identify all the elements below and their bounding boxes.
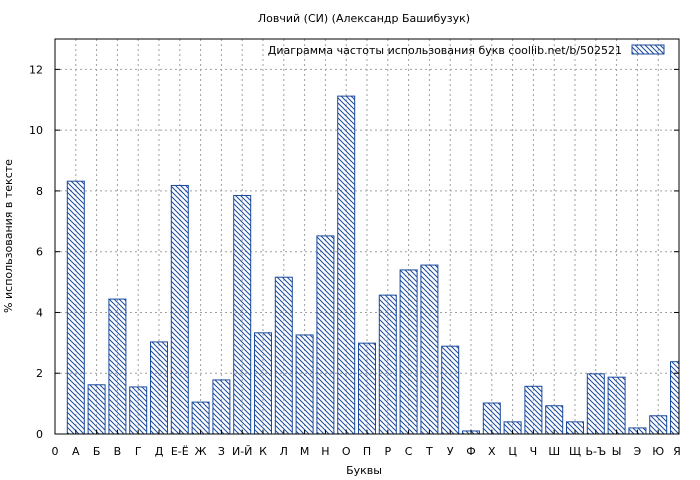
legend-swatch xyxy=(631,44,665,55)
bar-Г xyxy=(129,386,148,435)
x-tick-label: Я xyxy=(673,445,681,458)
bar-Е-Ё xyxy=(170,184,189,435)
x-axis-ticks: 0 А Б В Г Д Е-Ё Ж З И-Й К Л М Н О П Р С Т У Ф Х Ц Ч Ш Щ Ь-Ъ Ы Э Ю Я xyxy=(52,430,681,458)
x-tick-label: Б xyxy=(93,445,101,458)
x-tick-label: С xyxy=(405,445,413,458)
x-tick-label: Е-Ё xyxy=(171,445,189,458)
bar-О xyxy=(337,95,356,435)
bar-В xyxy=(108,298,127,435)
y-axis-label: % использования в тексте xyxy=(2,159,15,313)
bar-И-Й xyxy=(233,194,252,435)
bar-Ш xyxy=(545,405,564,435)
x-tick-label: Щ xyxy=(569,445,581,458)
bar-Б xyxy=(87,384,106,435)
x-tick-label: У xyxy=(447,445,454,458)
x-tick-label: В xyxy=(114,445,122,458)
x-tick-label: Ш xyxy=(548,445,560,458)
x-tick-label: Ж xyxy=(195,445,207,458)
y-tick-label: 2 xyxy=(36,367,43,380)
y-axis-ticks: 0 2 4 6 8 10 12 xyxy=(29,63,679,441)
x-tick-label: 0 xyxy=(52,445,59,458)
y-tick-label: 8 xyxy=(36,185,43,198)
y-tick-label: 12 xyxy=(29,63,43,76)
y-tick-label: 6 xyxy=(36,246,43,259)
x-tick-label: Л xyxy=(280,445,288,458)
bars xyxy=(66,95,680,435)
x-tick-label: Т xyxy=(425,445,433,458)
x-tick-label: Ч xyxy=(530,445,538,458)
x-tick-label: Ы xyxy=(612,445,622,458)
bar-Ь-Ъ xyxy=(586,373,605,435)
bar-М xyxy=(295,334,314,435)
x-tick-label: И-Й xyxy=(232,445,252,458)
x-tick-label: Д xyxy=(155,445,164,458)
bar-Ж xyxy=(191,401,210,435)
bar-П xyxy=(358,342,376,435)
bar-Д xyxy=(150,341,168,435)
legend-label: Диаграмма частоты использования букв coo… xyxy=(268,44,622,57)
bar-Х xyxy=(482,402,501,435)
y-tick-label: 10 xyxy=(29,124,43,137)
x-tick-label: Ф xyxy=(466,445,475,458)
x-axis-label: Буквы xyxy=(346,464,382,477)
bar-У xyxy=(441,345,460,435)
x-tick-label: Ь-Ъ xyxy=(585,445,606,458)
x-tick-label: Р xyxy=(384,445,391,458)
y-tick-label: 0 xyxy=(36,428,43,441)
x-tick-label: М xyxy=(300,445,310,458)
x-tick-label: А xyxy=(72,445,80,458)
x-tick-label: Г xyxy=(135,445,142,458)
x-tick-label: Ц xyxy=(508,445,517,458)
x-tick-label: Э xyxy=(634,445,642,458)
bar-Р xyxy=(378,294,397,435)
bar-С xyxy=(399,269,418,435)
bar-Ы xyxy=(607,376,626,435)
bar-К xyxy=(254,332,272,435)
x-tick-label: П xyxy=(363,445,371,458)
y-tick-label: 4 xyxy=(36,306,43,319)
bar-Н xyxy=(316,235,335,435)
legend: Диаграмма частоты использования букв coo… xyxy=(268,44,665,57)
bar-Л xyxy=(274,276,293,435)
x-tick-label: О xyxy=(342,445,351,458)
x-tick-label: Х xyxy=(488,445,496,458)
bar-Ч xyxy=(524,385,543,435)
bar-А xyxy=(66,180,85,435)
chart-title: Ловчий (СИ) (Александр Башибузук) xyxy=(258,12,470,25)
bar-Т xyxy=(420,264,439,435)
bar-Я xyxy=(670,361,680,435)
x-tick-label: Ю xyxy=(652,445,664,458)
bar-З xyxy=(212,379,231,435)
x-tick-label: З xyxy=(218,445,225,458)
x-tick-label: Н xyxy=(321,445,329,458)
x-tick-label: К xyxy=(259,445,267,458)
